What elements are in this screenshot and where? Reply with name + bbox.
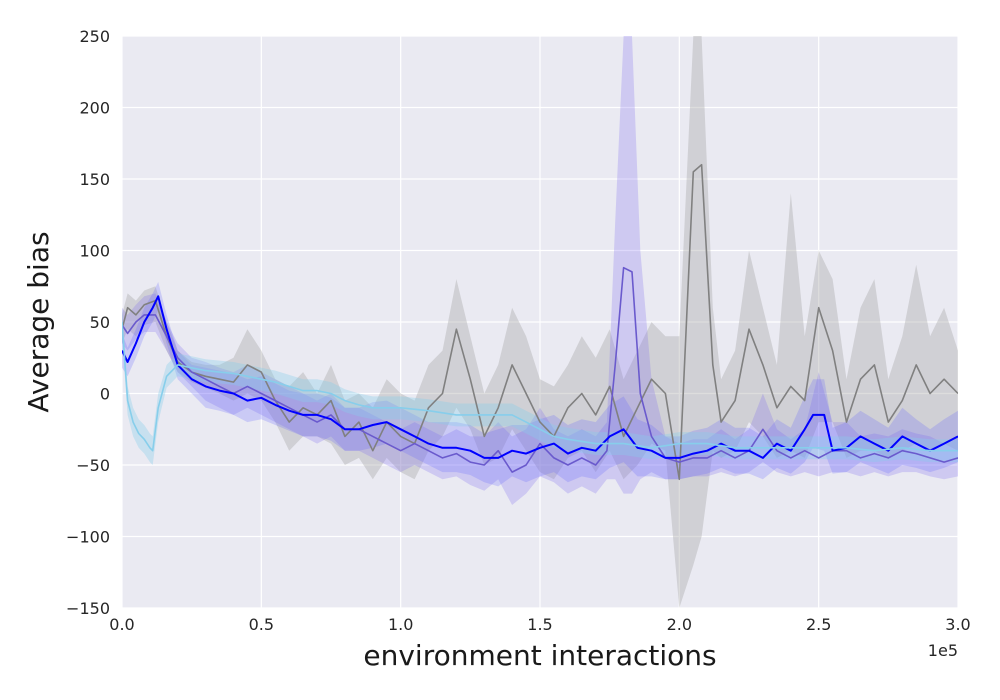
y-tick-label-1: −100	[66, 528, 110, 547]
x-axis-offset-label: 1e5	[928, 641, 958, 660]
grid	[121, 35, 959, 609]
y-axis-label: Average bias	[22, 231, 55, 412]
x-tick-label-3: 1.5	[527, 615, 552, 634]
y-tick-label-3: 0	[100, 385, 110, 404]
x-tick-label-2: 1.0	[388, 615, 413, 634]
x-tick-label-5: 2.5	[806, 615, 831, 634]
series-0-band	[122, 36, 958, 608]
x-tick-label-6: 3.0	[945, 615, 970, 634]
series-2-band	[122, 282, 958, 487]
series-1-band	[122, 36, 958, 505]
x-tick-label-4: 2.0	[667, 615, 692, 634]
y-tick-label-6: 150	[79, 170, 110, 189]
y-tick-label-5: 100	[79, 242, 110, 261]
x-tick-label-1: 0.5	[249, 615, 274, 634]
y-tick-label-8: 250	[79, 27, 110, 46]
y-tick-label-4: 50	[90, 313, 110, 332]
series-0-line	[122, 163, 958, 481]
series-3-line	[122, 321, 958, 452]
y-tick-label-2: −50	[76, 456, 110, 475]
series-2-line	[122, 295, 958, 459]
y-tick-label-7: 200	[79, 99, 110, 118]
x-tick-label-0: 0.0	[109, 615, 134, 634]
y-axis-ticks: −150 −100 −50 0 50 100 150 200 250	[66, 27, 110, 618]
series-1-line	[122, 266, 958, 473]
y-tick-label-0: −150	[66, 599, 110, 618]
x-axis-label: environment interactions	[363, 639, 716, 672]
x-axis-ticks: 0.0 0.5 1.0 1.5 2.0 2.5 3.0	[109, 615, 970, 634]
series-layer	[122, 36, 958, 608]
